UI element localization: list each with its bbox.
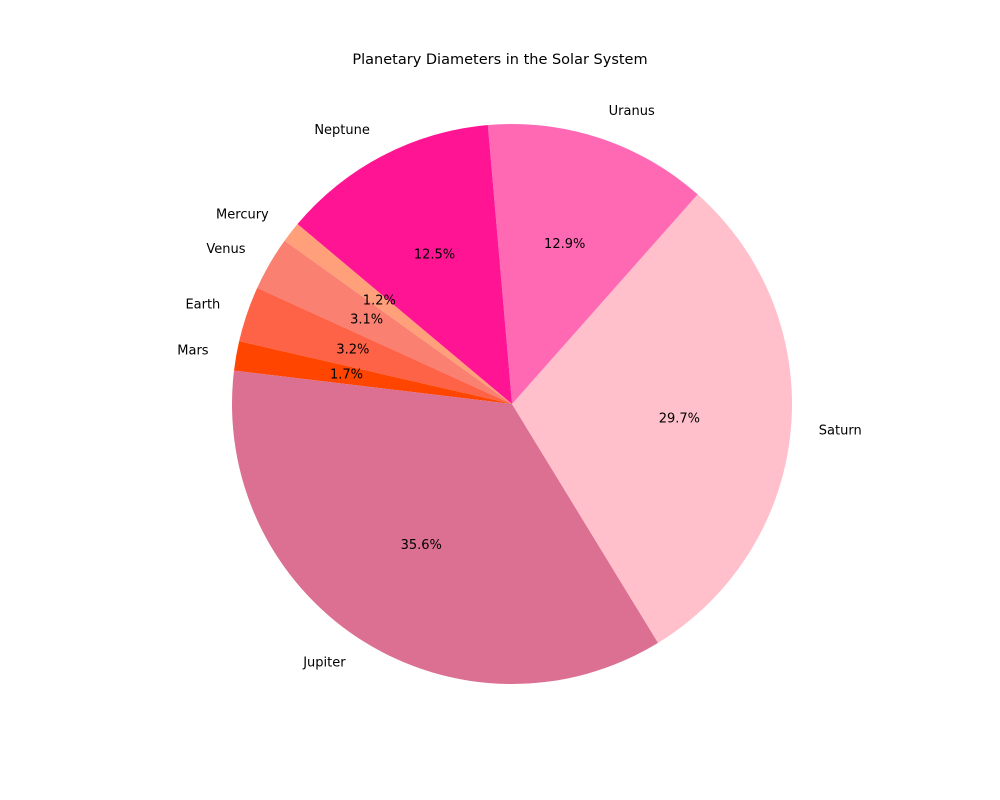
percent-label-mercury: 1.2%: [363, 293, 396, 308]
category-label-saturn: Saturn: [819, 424, 862, 439]
percent-label-saturn: 29.7%: [659, 411, 700, 426]
category-labels: Mercury Venus Earth Mars Jupiter Saturn Uranus…: [177, 104, 861, 671]
percent-label-venus: 3.1%: [350, 312, 383, 327]
percent-label-earth: 3.2%: [336, 343, 369, 358]
percent-label-neptune: 12.5%: [414, 247, 455, 262]
pie-slice-earth: [239, 287, 512, 404]
chart-title: Planetary Diameters in the Solar System: [352, 52, 648, 68]
pie-slice-venus: [257, 240, 512, 404]
percent-labels: 1.2% 3.1% 3.2% 1.7% 35.6% 29.7% 12.9% 12.5%: [330, 237, 700, 553]
pie-slice-neptune: [297, 125, 512, 404]
category-label-mercury: Mercury: [216, 208, 269, 223]
category-label-venus: Venus: [206, 242, 245, 257]
category-label-mars: Mars: [177, 343, 209, 358]
percent-label-mars: 1.7%: [330, 368, 363, 383]
pie-slice-mars: [233, 341, 512, 404]
category-label-earth: Earth: [185, 298, 220, 313]
percent-label-jupiter: 35.6%: [401, 538, 442, 553]
pie-slice-uranus: [487, 124, 698, 405]
category-label-jupiter: Jupiter: [302, 656, 346, 671]
percent-label-uranus: 12.9%: [544, 237, 585, 252]
pie-slice-mercury: [284, 224, 512, 404]
pie-slices: [231, 124, 793, 685]
category-label-neptune: Neptune: [314, 123, 370, 138]
pie-slice-saturn: [512, 194, 793, 643]
pie-slice-jupiter: [231, 370, 659, 685]
category-label-uranus: Uranus: [609, 104, 655, 119]
